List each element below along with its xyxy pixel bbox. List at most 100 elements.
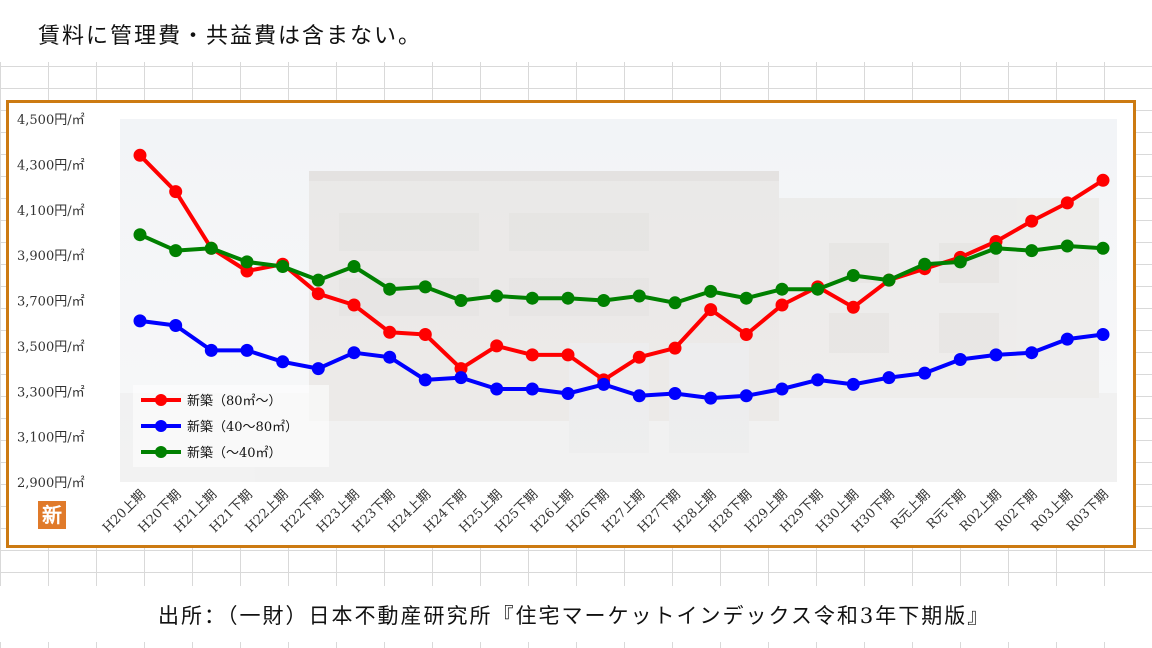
data-point [918,257,932,271]
y-tick-label: 3,700円/㎡ [17,295,85,310]
data-point [882,273,896,287]
data-point [240,255,254,269]
data-point [347,260,361,273]
data-point [953,353,967,366]
y-tick-label: 4,500円/㎡ [17,113,85,128]
chart-legend: 新築（80㎡～） 新築（40～80㎡） 新築（～40㎡） [133,385,329,467]
data-point [989,348,1003,362]
data-point [169,185,183,199]
series-line [139,318,1104,401]
data-point [704,391,718,405]
data-point [311,287,325,301]
data-point [775,282,789,296]
data-point [525,348,539,362]
data-point [561,348,575,362]
data-point [775,382,789,396]
data-point [632,350,646,364]
data-point [383,325,397,339]
data-point [311,362,325,376]
data-point [383,350,397,364]
legend-marker [155,394,167,406]
new-badge-icon: 新 [38,501,66,529]
source-citation: 出所：（一財）日本不動産研究所『住宅マーケットインデックス令和3年下期版』 [0,586,1152,642]
data-point [846,269,860,282]
data-point [1096,328,1110,341]
legend-item: 新築（～40㎡） [141,445,282,461]
data-point [418,373,432,387]
data-point [1060,239,1074,253]
data-point [276,260,290,273]
data-point [1060,332,1074,346]
rent-line-chart: 4,500円/㎡ 4,300円/㎡ 4,100円/㎡ 3,900円/㎡ 3,700円/㎡… [17,113,1117,536]
data-point [668,341,682,355]
data-point [204,343,218,357]
chart-frame: 4,500円/㎡ 4,300円/㎡ 4,100円/㎡ 3,900円/㎡ 3,700円/㎡… [6,100,1136,548]
data-point [418,328,432,341]
data-point [561,291,575,305]
data-point [739,291,753,305]
rent-note: 賃料に管理費・共益費は含まない。 [0,0,1152,62]
data-point [597,294,611,307]
data-point [882,371,896,385]
series-group [133,228,1110,310]
data-point [169,244,183,258]
data-point [454,362,468,376]
data-point [1025,214,1039,228]
data-point [525,291,539,305]
legend-item: 新築（40～80㎡） [141,419,298,435]
data-point [632,289,646,303]
data-point [1096,173,1110,187]
data-point [133,228,147,242]
data-point [454,294,468,307]
data-point [953,255,967,269]
data-point [668,387,682,400]
legend-label: 新築（80㎡～） [187,393,282,409]
data-point [133,314,147,328]
series-group [133,148,1110,387]
legend-label: 新築（～40㎡） [187,445,282,461]
data-point [846,377,860,391]
svg-text:新: 新 [42,503,62,527]
data-point [918,366,932,380]
data-point [1060,196,1074,210]
y-tick-label: 4,100円/㎡ [17,204,85,219]
data-point [347,298,361,312]
data-point [311,273,325,287]
series-line [139,232,1104,305]
y-tick-label: 3,300円/㎡ [17,385,85,400]
data-point [1025,346,1039,360]
data-point [597,377,611,391]
data-point [775,298,789,312]
legend-marker [155,420,167,432]
data-point [1025,244,1039,258]
data-point [347,346,361,360]
data-point [668,296,682,310]
data-point [490,382,504,396]
y-tick-label: 3,900円/㎡ [17,249,85,264]
legend-label: 新築（40～80㎡） [187,419,298,435]
data-point [704,284,718,298]
data-point [739,328,753,341]
data-point [240,264,254,278]
data-point [418,280,432,294]
data-point [490,339,504,353]
data-point [204,241,218,255]
data-point [490,289,504,303]
data-point [846,300,860,314]
data-point [739,389,753,403]
data-point [525,382,539,396]
y-tick-label: 4,300円/㎡ [17,158,85,173]
y-tick-label: 3,500円/㎡ [17,340,85,355]
data-point [383,282,397,296]
y-tick-label: 2,900円/㎡ [17,476,85,491]
data-point [632,389,646,403]
data-point [169,319,183,332]
data-point [240,343,254,357]
data-point [454,371,468,385]
y-tick-label: 3,100円/㎡ [17,431,85,446]
data-point [811,282,825,296]
data-point [1096,241,1110,255]
series-group [133,314,1110,405]
data-point [811,373,825,387]
data-point [133,148,147,162]
